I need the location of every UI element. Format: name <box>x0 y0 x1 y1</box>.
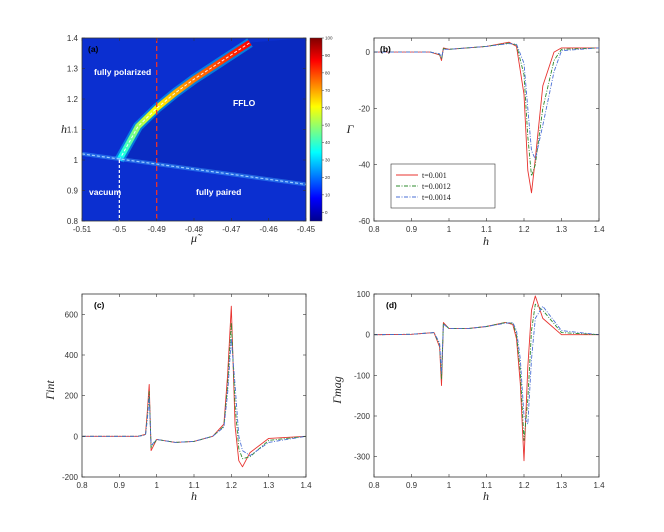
region-vacuum: vacuum <box>89 187 122 197</box>
colorbar-tick-label: 50 <box>325 123 331 128</box>
y-tick-label: 1.4 <box>67 34 79 43</box>
y-tick-label: -60 <box>358 217 370 226</box>
panel-c-label: (c) <box>94 300 105 310</box>
y-tick-label: 0.9 <box>67 187 79 196</box>
y-tick-label: 0 <box>366 48 371 57</box>
colorbar-tick-label: 20 <box>325 175 331 180</box>
panel-b-legend: t=0.001 t=0.0012 t=0.0014 <box>390 163 496 209</box>
colorbar-tick-label: 60 <box>325 105 331 110</box>
panel-a-label: (a) <box>88 44 99 54</box>
x-tick-label: 1.1 <box>481 481 493 490</box>
x-tick-label: 0.8 <box>76 481 88 490</box>
panel-b-xlabel: h <box>483 234 489 248</box>
x-tick-label: 0.8 <box>368 225 380 234</box>
y-tick-label: -200 <box>354 412 371 421</box>
y-tick-label: 400 <box>65 351 79 360</box>
x-tick-label: 0.9 <box>406 481 418 490</box>
panel-d-frame <box>373 293 600 478</box>
y-tick-label: 0 <box>74 432 79 441</box>
y-tick-label: 0.8 <box>67 217 79 226</box>
panel-c-xlabel: h <box>191 489 197 503</box>
colorbar-tick-label: 90 <box>325 53 331 58</box>
panel-a-ylabel: h <box>61 122 67 136</box>
x-tick-label: 0.8 <box>368 481 380 490</box>
colorbar-tick-label: 80 <box>325 70 331 75</box>
x-tick-label: -0.49 <box>148 225 167 234</box>
y-tick-label: -20 <box>358 104 370 113</box>
x-tick-label: -0.47 <box>222 225 241 234</box>
x-tick-label: -0.45 <box>297 225 316 234</box>
panel-d-label: (d) <box>386 300 397 310</box>
x-tick-label: 1.4 <box>300 481 312 490</box>
panel-a-heatmap: (a) fully polarized FFLO vacuum fully pa… <box>61 34 333 245</box>
legend-label-t3: t=0.0014 <box>422 193 451 202</box>
y-tick-label: 0 <box>366 331 371 340</box>
x-tick-label: 1.1 <box>481 225 493 234</box>
region-fflo: FFLO <box>233 98 256 108</box>
x-tick-label: 1 <box>447 225 452 234</box>
x-tick-label: -0.48 <box>185 225 204 234</box>
y-tick-label: -100 <box>354 371 371 380</box>
colorbar-tick-label: 30 <box>325 158 331 163</box>
series-line-3 <box>82 338 306 457</box>
legend-label-t1: t=0.001 <box>422 171 447 180</box>
series-line-3 <box>374 43 599 160</box>
y-tick-label: 1.1 <box>67 126 79 135</box>
panel-b-ylabel: Γ <box>346 122 355 136</box>
panel-d-ylabel: Γmag <box>330 376 344 405</box>
y-tick-label: -40 <box>358 161 370 170</box>
lower-boundary-glow <box>82 151 306 187</box>
x-tick-label: -0.46 <box>260 225 279 234</box>
x-tick-label: 1.3 <box>556 225 568 234</box>
x-tick-label: 1.4 <box>593 481 605 490</box>
series-line-3 <box>374 305 599 425</box>
x-tick-label: 1.3 <box>263 481 275 490</box>
x-tick-label: 1 <box>154 481 159 490</box>
panel-b-label: (b) <box>380 44 391 54</box>
legend-label-t2: t=0.0012 <box>422 182 451 191</box>
panel-b-line-chart: (b) 0.8 0.9 1 1.1 1.2 1.3 1.4 0 -20 -40 -60 h Γ t=… <box>346 37 605 248</box>
panel-c-frame <box>81 293 307 478</box>
panel-c-ylabel: Γint <box>43 380 57 401</box>
x-tick-label: 0.9 <box>406 225 418 234</box>
colorbar <box>309 37 323 222</box>
x-tick-label: 1.1 <box>188 481 200 490</box>
colorbar-tick-label: 40 <box>325 140 331 145</box>
region-fully-paired: fully paired <box>196 187 241 197</box>
y-tick-label: 200 <box>65 392 79 401</box>
y-tick-label: 1 <box>74 156 79 165</box>
x-tick-label: 1.3 <box>556 481 568 490</box>
x-tick-label: 1.2 <box>518 225 530 234</box>
x-tick-label: -0.51 <box>73 225 92 234</box>
panel-d-line-chart: (d) 0.8 0.9 1 1.1 1.2 1.3 1.41000-100-200-300 … <box>330 290 605 503</box>
x-tick-label: 0.9 <box>114 481 126 490</box>
legend-box <box>390 163 496 209</box>
x-tick-label: 1 <box>447 481 452 490</box>
y-tick-label: -300 <box>354 453 371 462</box>
y-tick-label: 600 <box>65 310 79 319</box>
y-tick-label: 1.2 <box>67 95 79 104</box>
x-tick-label: 1.2 <box>518 481 530 490</box>
y-tick-label: 1.3 <box>67 65 79 74</box>
x-tick-label: 1.2 <box>226 481 238 490</box>
colorbar-tick-label: 70 <box>325 88 331 93</box>
region-fully-polarized: fully polarized <box>94 67 151 77</box>
colorbar-tick-label: 10 <box>325 192 331 197</box>
y-tick-label: 100 <box>357 290 371 299</box>
upper-ridge-core <box>118 42 251 161</box>
colorbar-tick-label: 0 <box>325 210 328 215</box>
panel-d-xlabel: h <box>483 489 489 503</box>
x-tick-label: 1.4 <box>593 225 605 234</box>
colorbar-tick-label: 100 <box>325 36 333 41</box>
y-tick-label: -200 <box>62 473 79 482</box>
fflo-region-shade <box>119 38 306 183</box>
x-tick-label: -0.5 <box>112 225 126 234</box>
